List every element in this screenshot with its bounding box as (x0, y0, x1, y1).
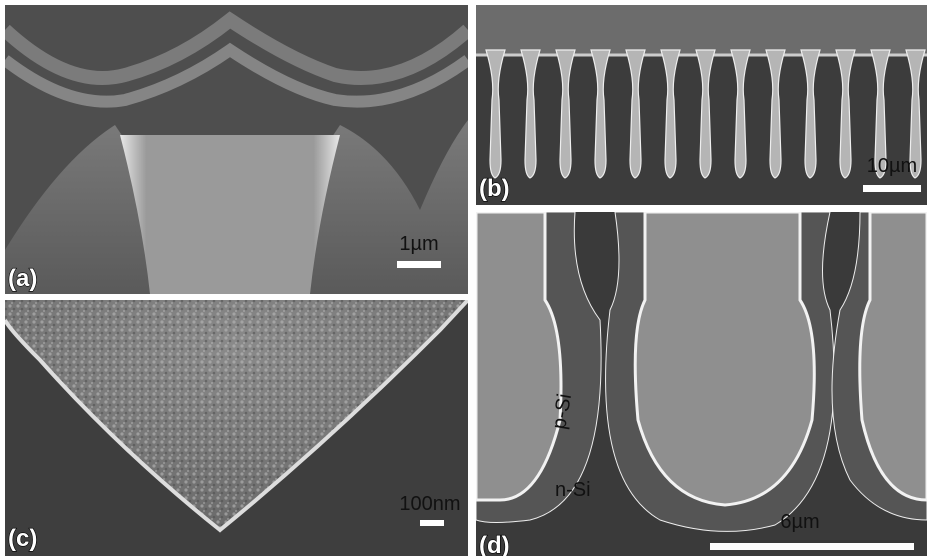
panel-b (476, 5, 927, 205)
scale-label: 100nm (399, 493, 460, 515)
scale-label: 10µm (867, 155, 917, 177)
panel-d (476, 212, 927, 556)
panel-label: (d) (479, 532, 510, 556)
scale-label: 1µm (399, 233, 438, 255)
panel-label: (b) (479, 175, 510, 202)
panel-c (5, 300, 468, 556)
scale-label: 6µm (780, 511, 819, 533)
region-label: n-Si (555, 479, 591, 501)
panel-label: (c) (8, 525, 37, 552)
panel-label: (a) (8, 265, 37, 292)
figure: (a) 1µm (b) 10µm (c) 100nm (d) 6µm p-Si … (0, 0, 927, 556)
